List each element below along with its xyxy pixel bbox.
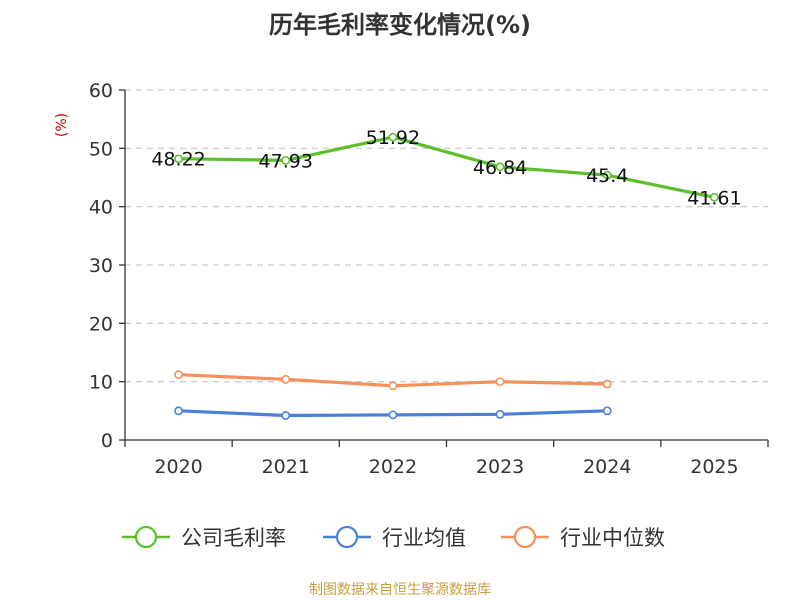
series-group [174, 132, 719, 420]
legend-marker [134, 525, 158, 549]
data-point[interactable] [602, 406, 612, 416]
source-note: 制图数据来自恒生聚源数据库 [309, 582, 491, 598]
y-tick-label: 10 [89, 372, 113, 394]
data-point[interactable] [281, 156, 291, 165]
legend-label: 行业均值 [382, 526, 466, 550]
data-label: 46.84 [473, 157, 527, 179]
x-tick-label: 2025 [690, 456, 738, 478]
data-point[interactable] [710, 192, 719, 202]
grid-lines [125, 89, 768, 383]
data-point[interactable] [281, 411, 291, 420]
data-point[interactable] [388, 132, 398, 142]
data-label: 48.22 [151, 149, 205, 171]
data-point[interactable] [602, 170, 612, 180]
y-axis-unit: (%) [54, 113, 70, 137]
data-label: 41.61 [687, 187, 741, 209]
data-point[interactable] [495, 409, 505, 419]
chart-title: 历年毛利率变化情况(%) [269, 11, 531, 39]
data-labels: 48.22 47.93 51.92 46.84 45.4 41.61 [151, 127, 741, 209]
y-tick-label: 20 [89, 313, 113, 335]
y-tick-label: 50 [89, 138, 113, 160]
legend-item[interactable]: 公司毛利率 [122, 525, 286, 550]
legend-marker [335, 525, 359, 549]
x-tick-label: 2020 [154, 456, 202, 478]
legend-item[interactable]: 行业均值 [323, 525, 466, 550]
data-label: 51.92 [366, 127, 420, 149]
legend-label: 公司毛利率 [181, 526, 286, 550]
legend-label: 行业中位数 [560, 526, 665, 550]
y-tick-label: 40 [89, 197, 113, 219]
x-tick-label: 2024 [583, 456, 631, 478]
axes: 0 10 20 30 40 50 60 2020 2021 2022 2023 2024 2025 [89, 80, 769, 478]
x-tick-label: 2021 [262, 456, 310, 478]
data-point[interactable] [174, 154, 183, 164]
y-tick-label: 60 [89, 80, 113, 102]
data-point[interactable] [388, 381, 398, 391]
data-label: 47.93 [259, 150, 313, 172]
legend-item[interactable]: 行业中位数 [501, 525, 665, 550]
legend-marker [513, 525, 537, 549]
x-tick-label: 2023 [476, 456, 524, 478]
legend[interactable]: 公司毛利率 行业均值 行业中位数 [122, 525, 665, 550]
data-point[interactable] [388, 410, 398, 420]
y-tick-label: 0 [101, 430, 113, 452]
y-tick-label: 30 [89, 255, 113, 277]
series-line [178, 135, 715, 199]
data-label: 45.4 [586, 165, 628, 187]
data-point[interactable] [495, 377, 505, 387]
x-tick-label: 2022 [369, 456, 417, 478]
data-point[interactable] [495, 162, 505, 172]
data-point[interactable] [281, 374, 291, 384]
data-point[interactable] [174, 406, 183, 416]
data-point[interactable] [602, 379, 612, 389]
data-point[interactable] [174, 370, 183, 380]
